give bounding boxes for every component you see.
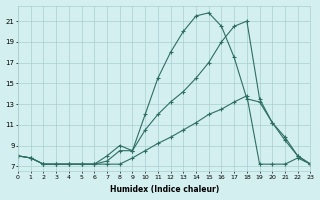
X-axis label: Humidex (Indice chaleur): Humidex (Indice chaleur): [110, 185, 219, 194]
